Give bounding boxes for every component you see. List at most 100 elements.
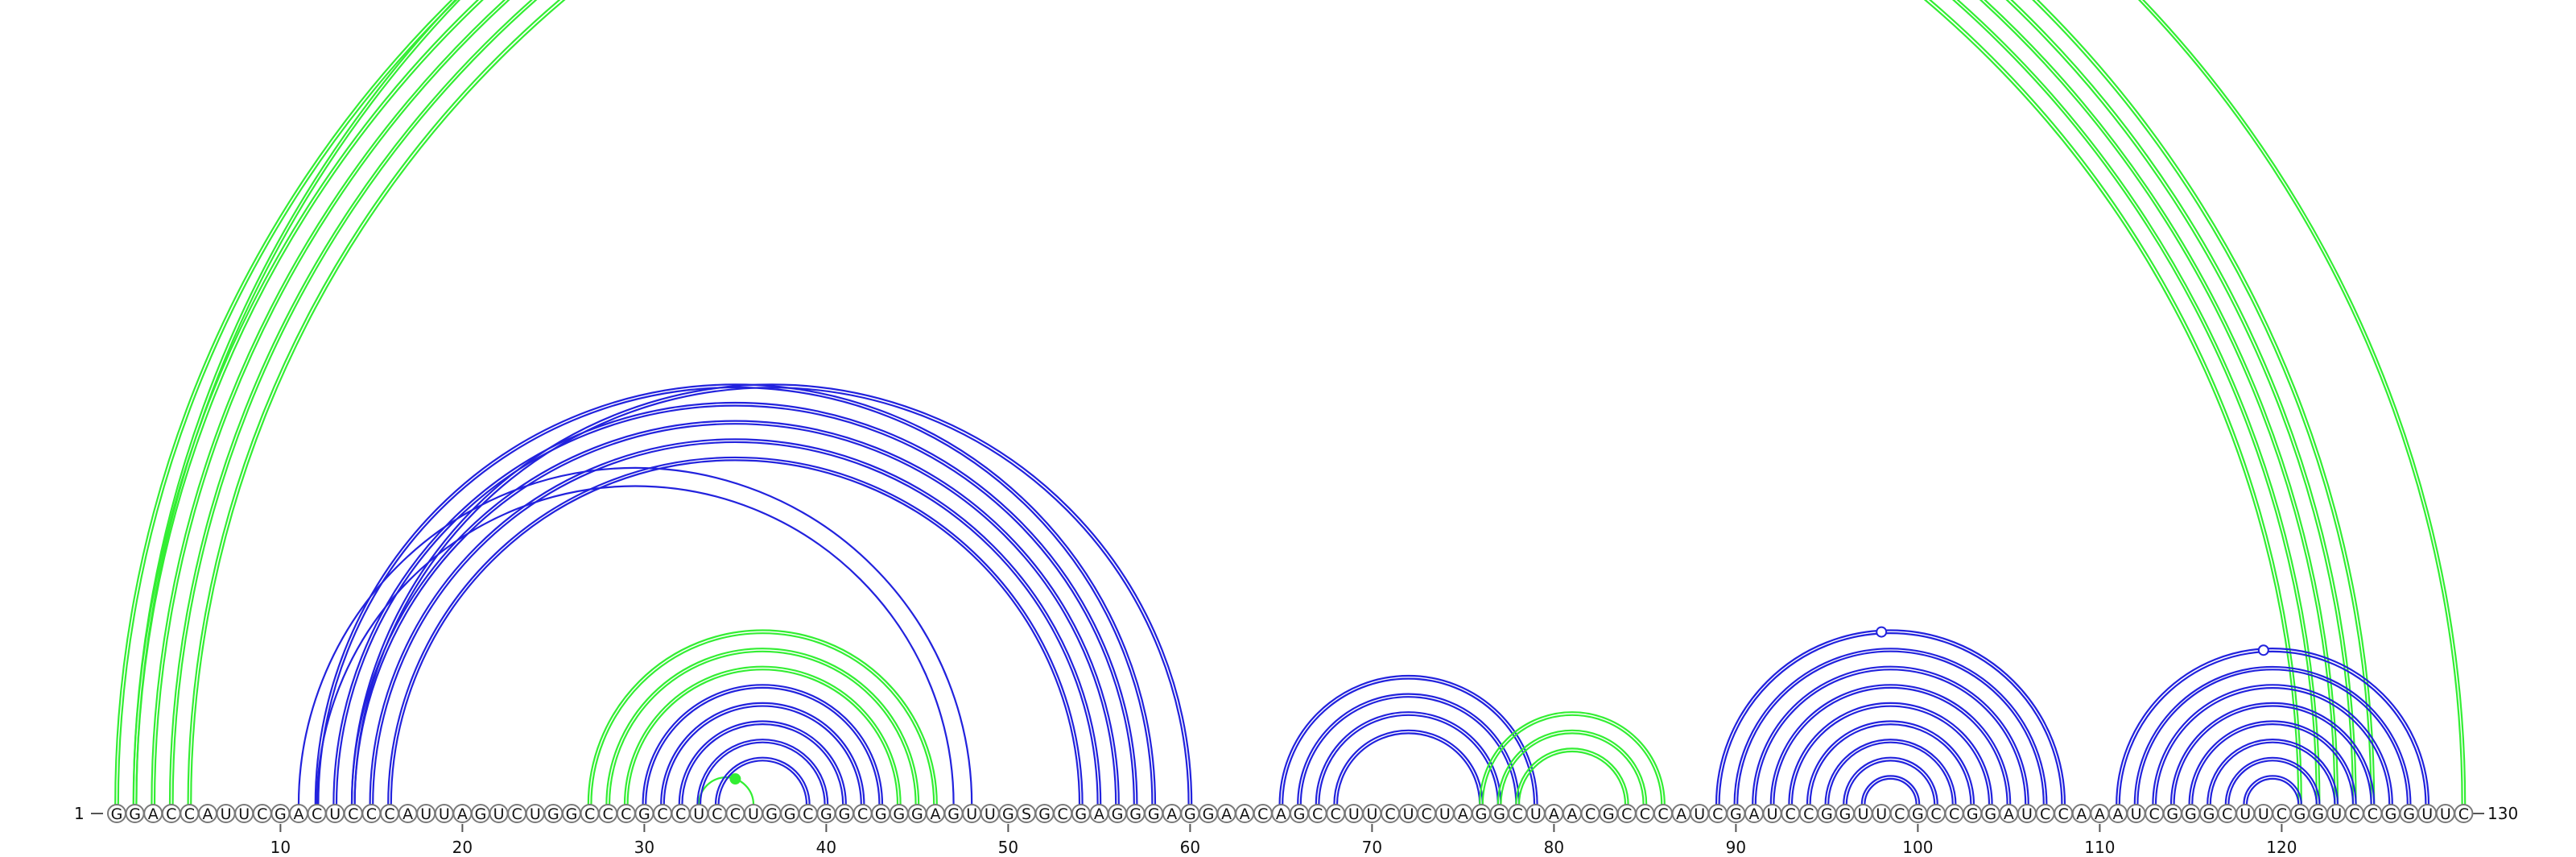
base-letter: G [1984, 805, 1996, 823]
base-pair-arc [1333, 729, 1484, 805]
base-letter: U [530, 805, 541, 823]
base-letter: U [693, 805, 704, 823]
tick-label: 80 [1544, 838, 1564, 857]
base-pair-arc [1864, 777, 1918, 805]
base-pair-arc [2133, 665, 2412, 805]
base-letter: U [1366, 805, 1377, 823]
base-pair-arc [132, 0, 2357, 805]
base-letter: G [2385, 805, 2397, 823]
base-letter: G [1148, 805, 1160, 823]
base-pair-arc [390, 459, 1081, 805]
base-letter: C [675, 805, 686, 823]
base-pair-arc [171, 0, 2318, 805]
base-pair-arc [642, 684, 884, 805]
base-pair-arc [714, 756, 811, 805]
base-pair-arc [1752, 665, 2029, 805]
base-letter: C [584, 805, 595, 823]
base-letter: U [1876, 805, 1887, 823]
base-pair-arc [316, 485, 955, 805]
base-letter: U [1767, 805, 1778, 823]
base-letter: C [2040, 805, 2050, 823]
base-pair-arc [623, 665, 902, 805]
base-letter: A [148, 805, 159, 823]
base-letter: C [2458, 805, 2469, 823]
base-pair-arc [1515, 747, 1629, 805]
base-letter: G [820, 805, 832, 823]
base-pair-arc [1315, 711, 1502, 805]
base-pair-arc [350, 383, 1193, 805]
base-pair-arc [187, 0, 2302, 805]
base-letter: U [238, 805, 250, 823]
base-letter: C [512, 805, 522, 823]
base-letter: U [221, 805, 232, 823]
tick-label: 100 [1902, 838, 1933, 857]
base-letter: G [638, 805, 650, 823]
base-letter: G [1129, 805, 1141, 823]
base-letter: S [1022, 805, 1031, 823]
base-pair-arc [1715, 629, 2066, 805]
base-letter: G [1203, 805, 1215, 823]
base-pair-arc [1297, 693, 1521, 805]
base-letter: U [1694, 805, 1705, 823]
base-letter: G [1967, 805, 1979, 823]
base-pair-arc [699, 741, 826, 805]
base-pair-arc [1773, 686, 2008, 805]
base-pair-arc [2118, 650, 2427, 805]
base-letter: G [475, 805, 487, 823]
base-letter: C [730, 805, 741, 823]
base-letter: G [1038, 805, 1051, 823]
tick-label: 60 [1180, 838, 1200, 857]
base-pair-arc [590, 632, 935, 805]
base-letter: G [2166, 805, 2178, 823]
base-letter: U [2440, 805, 2451, 823]
arc-marker [2257, 644, 2269, 656]
arc-marker [729, 773, 741, 785]
base-letter: U [985, 805, 996, 823]
tick-label: 10 [270, 838, 291, 857]
base-letter: G [129, 805, 141, 823]
base-pair-arc [1282, 677, 1536, 805]
tick-label: 20 [452, 838, 473, 857]
base-pair-arc [117, 0, 2372, 805]
base-pair-arc [314, 383, 1157, 805]
base-letter: C [1257, 805, 1268, 823]
base-pair-arc [135, 0, 2355, 805]
sequence-baseline: 1 130 [74, 804, 2518, 823]
base-letter: A [1240, 805, 1250, 823]
base-letter: C [2277, 805, 2287, 823]
base-letter: C [1513, 805, 1523, 823]
base-letter: G [566, 805, 578, 823]
base-pair-arc [1827, 741, 1954, 805]
base-letter: G [1112, 805, 1124, 823]
base-letter: A [294, 805, 304, 823]
base-pair-arc [369, 438, 1102, 805]
base-pair-arc [2243, 775, 2302, 805]
base-circle [2454, 804, 2474, 823]
base-letter: G [911, 805, 923, 823]
base-letter: C [857, 805, 868, 823]
base-letter: C [1422, 805, 1432, 823]
base-letter: G [1294, 805, 1306, 823]
base-pair-arc [645, 686, 881, 805]
base-pair-arc [1845, 760, 1936, 805]
base-pair-arc [132, 0, 2467, 805]
base-letter: U [2258, 805, 2269, 823]
base-pair-arc [678, 720, 847, 805]
base-pair-arc [1788, 702, 1993, 805]
base-pair-arc [696, 739, 829, 805]
base-letter: U [1403, 805, 1414, 823]
base-pair-arc [626, 669, 899, 805]
base-letter: C [1385, 805, 1395, 823]
base-letter: C [2368, 805, 2378, 823]
base-letter: U [439, 805, 450, 823]
base-pair-arc [1496, 729, 1648, 805]
base-letter: G [893, 805, 905, 823]
base-letter: C [1585, 805, 1596, 823]
sequence-start-label: 1 [74, 804, 85, 823]
base-pair-arc [1479, 711, 1666, 805]
base-letter: A [1549, 805, 1559, 823]
base-pair-arc [1517, 750, 1627, 805]
base-letter: C [1657, 805, 1668, 823]
base-letter: A [457, 805, 468, 823]
